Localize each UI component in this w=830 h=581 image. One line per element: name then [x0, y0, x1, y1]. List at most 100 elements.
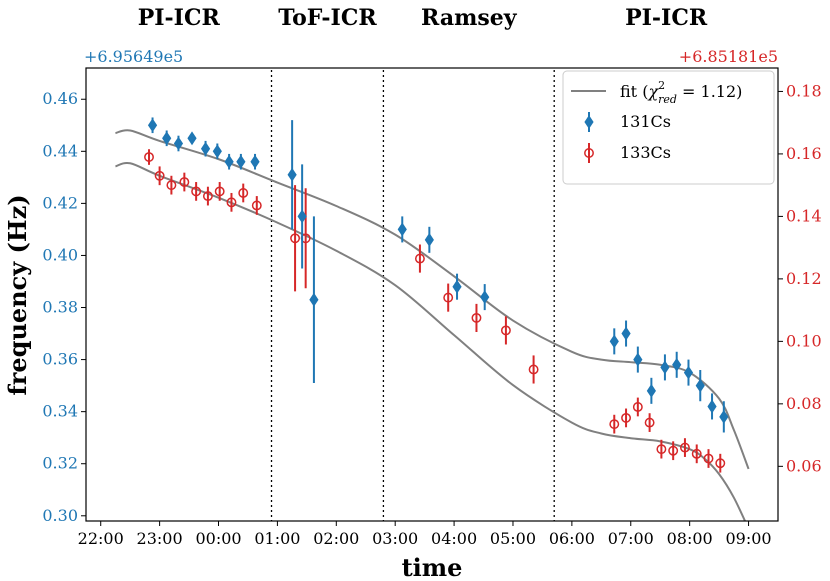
data-point	[500, 325, 511, 336]
data-point	[144, 152, 154, 162]
legend: fit (χ2 red = 1.12) 131Cs 133Cs	[562, 70, 775, 185]
left-tick-label: 0.44	[42, 141, 78, 160]
data-point	[715, 458, 726, 469]
x-tick-label: 23:00	[137, 529, 183, 548]
legend-133Cs-circle	[584, 148, 594, 158]
data-point	[212, 144, 222, 159]
data-point	[707, 399, 717, 414]
fit-curves	[115, 129, 750, 521]
data-point	[226, 197, 237, 208]
data-point	[452, 279, 462, 294]
data-point	[238, 188, 249, 198]
right-axis-offset: +6.85181e5	[679, 47, 778, 66]
left-tick-label: 0.36	[42, 350, 78, 369]
data-point	[632, 402, 643, 412]
data-point	[633, 352, 643, 367]
series-131Cs	[147, 117, 729, 433]
x-axis-ticks: 22:00 23:00 00:00 01:00 02:00 03:00 04:00 05:00…	[78, 521, 772, 548]
data-point	[621, 326, 631, 341]
x-tick-label: 04:00	[431, 529, 477, 548]
data-point	[609, 334, 619, 349]
x-tick-label: 06:00	[549, 529, 595, 548]
section-title-4: PI-ICR	[625, 5, 708, 31]
data-point	[703, 453, 714, 464]
data-point	[646, 383, 656, 398]
plot-area	[115, 68, 750, 521]
left-tick-label: 0.34	[42, 402, 78, 421]
data-point	[147, 118, 158, 133]
data-point	[287, 167, 297, 182]
right-tick-label: 0.12	[786, 269, 822, 288]
data-point	[214, 186, 225, 197]
x-tick-label: 02:00	[313, 529, 359, 548]
x-tick-label: 09:00	[725, 529, 771, 548]
data-point	[719, 409, 729, 424]
data-point	[290, 233, 301, 244]
right-tick-label: 0.16	[786, 144, 822, 163]
data-point	[224, 154, 234, 169]
data-point	[471, 312, 482, 323]
x-tick-label: 05:00	[490, 529, 536, 548]
section-titles: PI-ICR ToF-ICR Ramsey PI-ICR	[138, 5, 708, 31]
legend-131Cs-diamond	[584, 115, 594, 129]
left-tick-label: 0.32	[42, 454, 78, 473]
section-title-2: ToF-ICR	[278, 5, 377, 31]
legend-box	[562, 70, 775, 185]
data-point	[309, 292, 319, 307]
data-point	[162, 131, 172, 146]
data-point	[609, 419, 620, 430]
legend-131Cs-label: 131Cs	[620, 112, 671, 131]
x-tick-label: 07:00	[608, 529, 654, 548]
fit-curve-133Cs	[115, 161, 747, 521]
data-point	[297, 209, 307, 224]
data-point	[166, 180, 177, 191]
right-tick-label: 0.14	[786, 206, 822, 225]
data-point	[672, 357, 682, 372]
series-133Cs	[144, 149, 726, 473]
right-tick-label: 0.10	[786, 331, 822, 350]
data-point	[187, 131, 197, 146]
legend-133Cs-marker	[584, 143, 594, 163]
data-point	[660, 360, 670, 375]
data-point	[154, 170, 165, 181]
x-tick-label: 01:00	[254, 529, 300, 548]
right-tick-label: 0.06	[786, 456, 822, 475]
data-point	[644, 417, 655, 428]
data-point	[691, 448, 702, 459]
data-point	[679, 442, 690, 453]
x-tick-label: 00:00	[195, 529, 241, 548]
data-point	[621, 412, 632, 423]
right-axis-ticks: 0.06 0.08 0.10 0.12 0.14 0.16 0.18	[778, 81, 822, 475]
data-point	[251, 200, 262, 211]
data-point	[683, 365, 694, 380]
left-tick-label: 0.38	[42, 298, 78, 317]
x-axis-title: time	[402, 553, 463, 581]
left-axis-ticks: 0.30 0.32 0.34 0.36 0.38 0.40 0.42 0.44 0.46	[42, 89, 86, 525]
legend-133Cs-label: 133Cs	[620, 143, 671, 162]
data-point	[480, 290, 490, 305]
left-tick-label: 0.46	[42, 89, 78, 108]
data-point	[236, 154, 246, 169]
legend-131Cs-marker	[584, 112, 594, 132]
x-tick-label: 08:00	[667, 529, 713, 548]
section-title-3: Ramsey	[421, 5, 518, 31]
data-point	[202, 191, 213, 202]
data-point	[200, 141, 211, 156]
data-point	[695, 378, 705, 393]
data-point	[179, 177, 190, 187]
data-point	[397, 222, 407, 237]
legend-fit-label: fit (χ2 red = 1.12)	[620, 79, 742, 106]
left-axis-offset: +6.95649e5	[84, 47, 183, 66]
y-axis-title: frequency (Hz)	[3, 194, 32, 395]
x-tick-label: 03:00	[372, 529, 418, 548]
left-tick-label: 0.42	[42, 193, 78, 212]
data-point	[668, 445, 679, 456]
data-point	[528, 364, 539, 375]
right-tick-label: 0.08	[786, 394, 822, 413]
right-tick-label: 0.18	[786, 81, 822, 100]
data-point	[191, 186, 202, 197]
left-tick-label: 0.30	[42, 506, 78, 525]
data-point	[414, 253, 425, 264]
data-point	[424, 232, 434, 247]
